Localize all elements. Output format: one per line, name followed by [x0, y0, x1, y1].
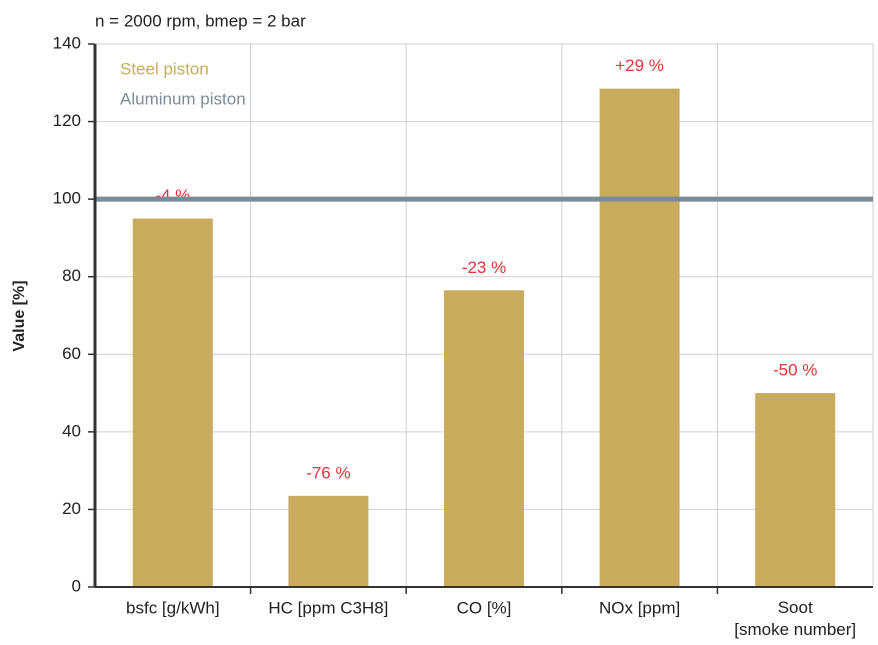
y-axis-label: Value [%]: [11, 280, 28, 351]
annotation: -76 %: [306, 463, 350, 482]
bar: [132, 218, 213, 588]
y-tick-label: 100: [53, 189, 81, 208]
legend-entry: Steel piston: [120, 59, 209, 78]
annotation: +29 %: [615, 56, 664, 75]
y-tick-label: 40: [62, 421, 81, 440]
y-tick-label: 120: [53, 111, 81, 130]
annotation: -23 %: [462, 258, 506, 277]
chart-subtitle: n = 2000 rpm, bmep = 2 bar: [95, 11, 306, 30]
x-tick-label: Soot [smoke number]: [734, 598, 856, 639]
legend-entry: Aluminum piston: [120, 89, 246, 108]
x-tick-label: HC [ppm C3H8]: [268, 598, 388, 617]
x-tick-label: NOx [ppm]: [599, 598, 680, 617]
bar: [755, 393, 836, 587]
annotation: -4 %: [155, 186, 190, 205]
x-tick-label: bsfc [g/kWh]: [126, 598, 220, 617]
y-tick-label: 20: [62, 499, 81, 518]
y-tick-label: 140: [53, 33, 81, 52]
y-tick-label: 80: [62, 266, 81, 285]
y-tick-label: 60: [62, 344, 81, 363]
bar: [288, 495, 369, 587]
x-tick-label: CO [%]: [457, 598, 512, 617]
y-tick-label: 0: [72, 576, 81, 595]
bar: [599, 88, 680, 587]
bar: [444, 290, 524, 587]
annotation: -50 %: [773, 361, 817, 380]
